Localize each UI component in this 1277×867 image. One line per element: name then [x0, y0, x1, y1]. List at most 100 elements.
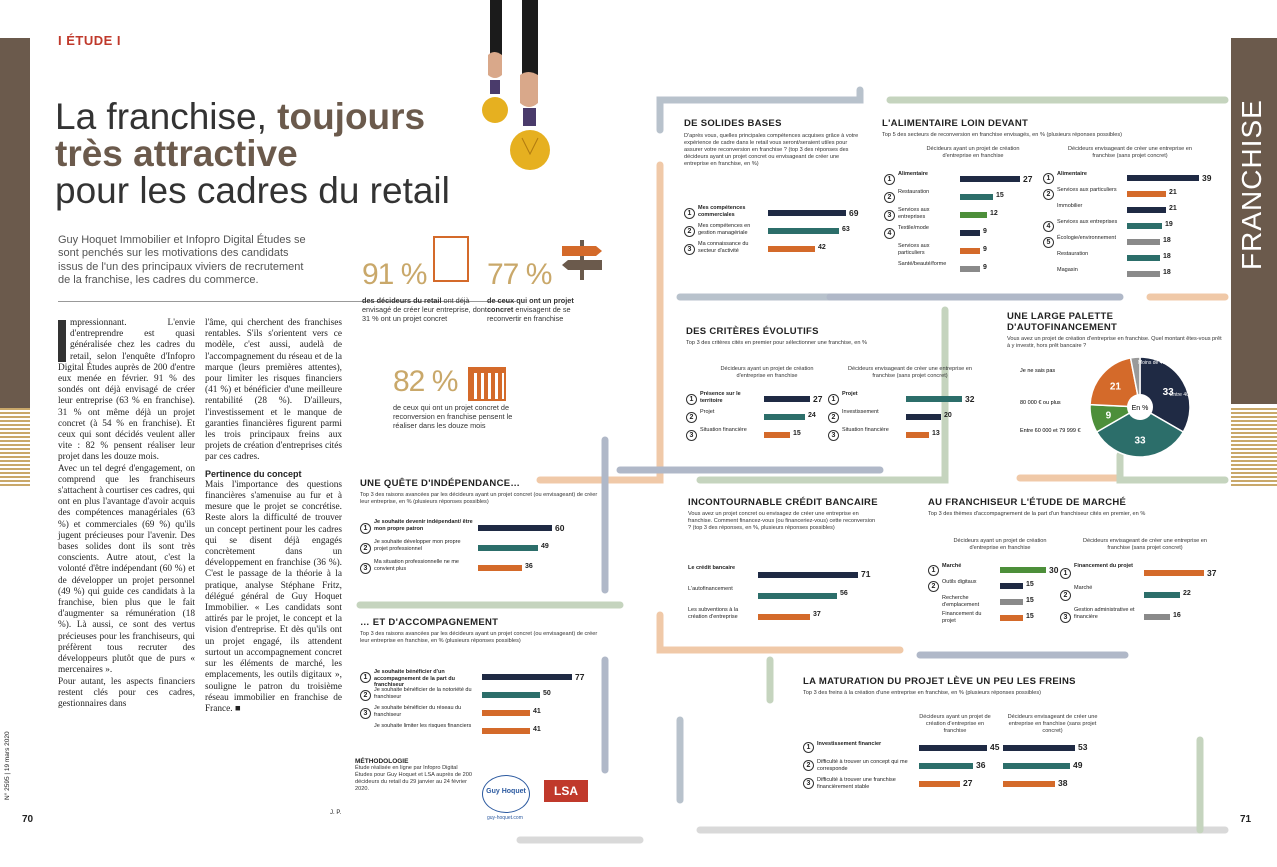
bases-label-0: Mes compétences commerciales — [698, 205, 746, 218]
critA-label-0: Présence sur le territoire — [700, 391, 741, 404]
methodo-title: MÉTHODOLOGIE — [355, 758, 409, 765]
alim-head-a: Décideurs ayant un projet de création d'… — [926, 146, 1020, 159]
critA-rank-1: 2 — [686, 411, 697, 423]
accomp-label-0: Je souhaite bénéficier d'un accompagneme… — [374, 669, 455, 688]
pie-label-0: Moins de 40 000 € — [1138, 360, 1179, 366]
alimA-bar-1 — [960, 194, 993, 200]
freins-rank-0: 1 — [803, 742, 814, 753]
credit-title: INCONTOURNABLE CRÉDIT BANCAIRE — [688, 497, 878, 508]
bases-value-2: 42 — [818, 243, 826, 251]
marB-label-1: Marché — [1074, 585, 1093, 591]
stat-82-text: de ceux qui ont un projet concret de rec… — [393, 403, 513, 430]
intro-rule — [58, 301, 516, 302]
pie-hole — [1127, 394, 1153, 420]
col1-para2: Avec un tel degré d'engagement, on compr… — [58, 463, 195, 676]
stat-77-value: 77 % — [487, 258, 552, 291]
critA-label-1: Projet — [700, 409, 715, 415]
left-edge-stripes — [0, 408, 30, 488]
alimB-label-1: Services aux particuliers — [1057, 187, 1117, 193]
alimA-label-1: Restauration — [898, 189, 930, 195]
credit-bar-1 — [758, 592, 837, 599]
alimA-value-0: 27 — [1023, 173, 1033, 184]
accomp-label-1: Je souhaite bénéficier de la notoriété d… — [374, 687, 472, 700]
lsa-logo-text: LSA — [554, 784, 578, 798]
criteres-section: DES CRITÈRES ÉVOLUTIFS Top 3 des critère… — [686, 326, 976, 347]
accomp-label-2: Je souhaite bénéficier du réseau du fran… — [374, 705, 462, 718]
quete-rank-1: 2 — [360, 542, 371, 554]
accomp-rank-1: 2 — [360, 689, 371, 701]
marB-bar-0 — [1144, 570, 1204, 576]
title-part-3: pour les cadres du retail — [55, 170, 450, 211]
critB-label-0: Projet — [842, 391, 858, 397]
section-tag: I ÉTUDE I — [58, 33, 122, 48]
marB-label-2: Gestion administrative et financière — [1074, 607, 1135, 620]
critB-rank-0: 1 — [828, 393, 839, 405]
marB-bar-2 — [1144, 614, 1170, 620]
alimB-rank-0: 1 — [1043, 172, 1054, 184]
accomp-rank-0: 1 — [360, 671, 371, 683]
alimA-value-1: 15 — [996, 191, 1004, 199]
col2-heading: Pertinence du concept — [205, 468, 302, 479]
alimB-bar-2 — [1127, 207, 1166, 213]
accomp-bar-3 — [482, 728, 530, 734]
col2-para2: Mais l'importance des questions financiè… — [205, 479, 342, 714]
marA-bar-3 — [1000, 615, 1023, 621]
critA-bar-0 — [764, 396, 810, 402]
hand-illustration — [460, 0, 570, 200]
marA-label-0: Marché — [942, 563, 962, 569]
alimA-value-3: 9 — [983, 227, 987, 235]
freins-head-b: Décideurs envisageant de créer une entre… — [1007, 714, 1098, 734]
freins-label-1: Difficulté à trouver un concept qui me c… — [817, 759, 908, 772]
pie-label-2: Entre 60 000 et 79 999 € — [1020, 428, 1081, 434]
bases-value-0: 69 — [849, 207, 859, 218]
accomp-chart: 1 Je souhaite bénéficier d'un accompagnem… — [360, 668, 600, 748]
stat-82: 82 % de ceux qui ont un projet concret d… — [393, 365, 528, 430]
alimA-bar-3 — [960, 230, 980, 236]
alimA-value-5: 9 — [983, 263, 987, 271]
critB-value-0: 32 — [965, 393, 975, 404]
critA-bar-1 — [764, 414, 805, 420]
signpost-icon — [558, 240, 606, 280]
col1-para1: mpressionnant. L'envie d'entreprendre es… — [58, 318, 195, 463]
alim-head-b: Décideurs envisageant de créer une entre… — [1067, 146, 1193, 159]
marA-label-3: Financement du projet — [942, 611, 982, 624]
quete-rank-2: 3 — [360, 562, 371, 574]
stat-82-value: 82 % — [393, 365, 458, 398]
criteres-chart-b: 1 Projet 32 2 Investissement 20 3 Situation fin… — [828, 390, 978, 446]
bases-bar-0 — [768, 210, 846, 216]
freins-value-b-1: 49 — [1073, 760, 1083, 770]
alimB-value-2: 21 — [1169, 204, 1177, 212]
accomp-bar-2 — [482, 710, 530, 716]
alimB-bar-3 — [1127, 223, 1162, 229]
accomp-title: … ET D'ACCOMPAGNEMENT — [360, 617, 499, 628]
alimA-bar-5 — [960, 266, 980, 272]
col2-para1: l'âme, qui cherchent des franchises rent… — [205, 318, 342, 463]
marche-chart-a: 1 Marché 30 2 Outils digitaux 15 Recherche d'e… — [928, 562, 1058, 628]
freins-bar-b-2 — [1003, 781, 1055, 787]
alimB-label-6: Magasin — [1057, 267, 1078, 273]
accomp-value-1: 50 — [543, 689, 551, 697]
pie-value-3: 21 — [1110, 382, 1122, 393]
alimB-label-4: Écologie/environnement — [1057, 235, 1117, 241]
critB-bar-0 — [906, 396, 962, 402]
stat-91: 91 % des décideurs du retail ont déjà en… — [362, 258, 487, 323]
quete-title: UNE QUÊTE D'INDÉPENDANCE… — [360, 478, 521, 489]
alimB-rank-4: 5 — [1043, 236, 1054, 248]
stat-91-bold: des décideurs du retail — [362, 296, 442, 305]
marche-section: AU FRANCHISEUR L'ÉTUDE DE MARCHÉ Top 3 d… — [928, 497, 1223, 518]
freins-value-a-1: 36 — [976, 760, 986, 770]
marche-title: AU FRANCHISEUR L'ÉTUDE DE MARCHÉ — [928, 497, 1127, 508]
marB-value-1: 22 — [1183, 589, 1191, 597]
accomp-rank-2: 3 — [360, 707, 371, 719]
pie-slice-3 — [1089, 357, 1141, 408]
credit-sub: Vous avez un projet concret ou envisagez… — [688, 511, 876, 531]
column-1: mpressionnant. L'envie d'entreprendre es… — [58, 318, 195, 710]
freins-rank-2: 3 — [803, 778, 814, 789]
freins-value-a-0: 45 — [990, 742, 1000, 752]
bases-rank-2: 3 — [684, 243, 695, 255]
freins-bar-b-0 — [1003, 745, 1075, 751]
alimB-bar-4 — [1127, 239, 1160, 245]
accomp-label-3: Je souhaite limiter les risques financie… — [374, 723, 472, 729]
alimB-bar-0 — [1127, 175, 1199, 181]
accomp-value-0: 77 — [575, 671, 585, 682]
